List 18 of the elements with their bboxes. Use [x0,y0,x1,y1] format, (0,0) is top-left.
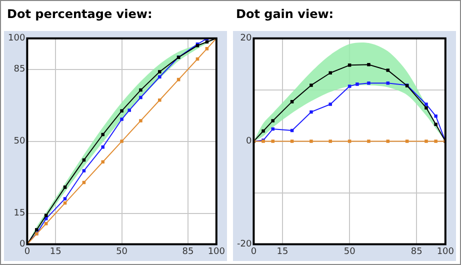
y-tick-label: 0 [19,240,26,250]
y-tick-label: 50 [14,136,26,147]
x-tick-label: 100 [208,246,226,257]
x-tick-label: 15 [50,246,62,257]
x-tick-label: 15 [276,246,288,257]
y-tick-label: 85 [14,64,26,75]
x-tick-label: 85 [182,246,194,257]
y-tick-label: 0 [246,136,252,147]
chart-title: Dot percentage view: [6,6,154,23]
chart-title: Dot gain view: [235,6,335,23]
y-tick-label: 100 [8,34,26,44]
y-tick-label: 20 [240,34,252,44]
y-tick-label: -20 [236,240,252,250]
y-tick-label: 15 [14,208,26,219]
x-tick-label: 50 [116,246,128,257]
x-tick-label: 100 [436,246,454,257]
x-tick-label: 85 [410,246,422,257]
x-tick-label: 50 [344,246,356,257]
